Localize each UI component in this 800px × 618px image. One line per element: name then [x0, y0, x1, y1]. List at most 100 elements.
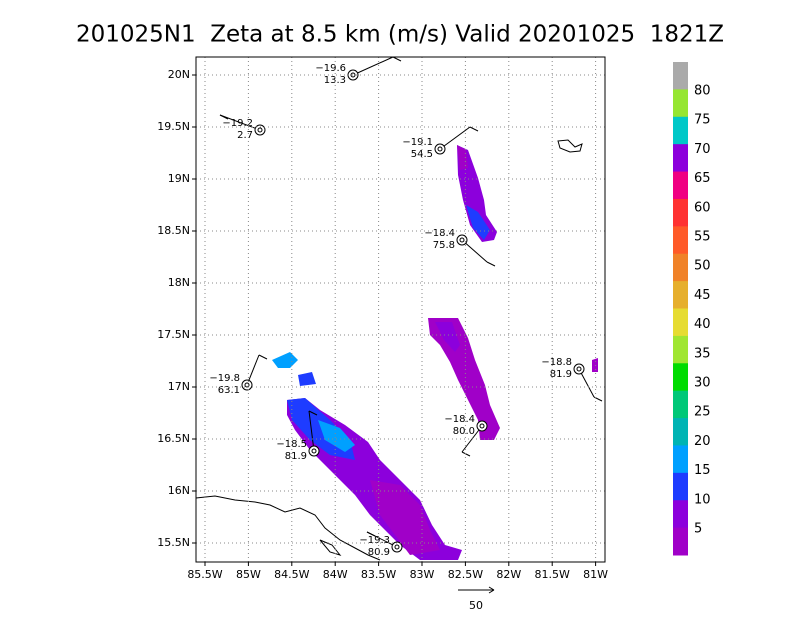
colorbar-swatch [673, 500, 688, 529]
colorbar-swatch [673, 445, 688, 474]
station-dot [437, 146, 443, 152]
colorbar-label: 25 [694, 405, 711, 420]
station-top-label: −19.6 [315, 63, 346, 74]
wind-barb-flag [366, 531, 376, 537]
station-bottom-label: 81.9 [285, 451, 307, 462]
field-area [272, 352, 298, 368]
y-tick-label: 16.5N [157, 432, 190, 445]
wind-barb-flag [469, 126, 479, 132]
y-tick-label: 17N [168, 380, 190, 393]
y-tick-label: 18N [168, 276, 190, 289]
station-bottom-label: 81.9 [550, 369, 572, 380]
x-tick-label: 84W [323, 568, 348, 581]
title: 201025N1 Zeta at 8.5 km (m/s) Valid 2020… [76, 22, 724, 48]
station-top-label: −18.4 [424, 228, 455, 239]
colorbar-swatch [673, 89, 688, 118]
wind-barb-flag [392, 56, 402, 62]
station-bottom-label: 75.8 [433, 240, 455, 251]
shaded-fields [272, 145, 598, 560]
station-dot [459, 237, 465, 243]
colorbar-label: 5 [694, 522, 702, 537]
field-area [298, 372, 316, 386]
station-dot [257, 127, 263, 133]
y-tick-label: 17.5N [157, 328, 190, 341]
y-tick-label: 16N [168, 484, 190, 497]
colorbar-swatch [673, 527, 688, 556]
field-area [457, 145, 468, 170]
station-dot [244, 382, 250, 388]
colorbar-label: 10 [694, 492, 711, 507]
x-tick-label: 83W [410, 568, 435, 581]
colorbar-swatch [673, 418, 688, 446]
station-dot [479, 423, 485, 429]
y-tick-label: 20N [168, 68, 190, 81]
colorbar-label: 55 [694, 230, 711, 245]
station-dot [394, 544, 400, 550]
station-top-label: −19.8 [209, 373, 240, 384]
colorbar-label: 70 [694, 142, 711, 157]
wind-barb-flag [308, 410, 318, 416]
station-bottom-label: 54.5 [411, 149, 433, 160]
station-bottom-label: 80.0 [453, 426, 475, 437]
plot-frame [195, 56, 606, 563]
colorbar-swatch [673, 308, 688, 337]
field-area [318, 420, 355, 452]
colorbar-label: 35 [694, 346, 711, 361]
y-tick-label: 19.5N [157, 120, 190, 133]
field-area [457, 145, 497, 242]
colorbar-swatch [673, 198, 688, 227]
field-area [370, 480, 440, 555]
wind-barb [308, 410, 315, 452]
station-bottom-label: 13.3 [324, 75, 346, 86]
station-ring [241, 379, 253, 391]
colorbar-swatch [673, 335, 688, 364]
coastline [557, 139, 583, 153]
station-bottom-label: 2.7 [237, 130, 253, 141]
wind-barb-flag [258, 354, 268, 360]
colorbar-swatch [673, 253, 688, 282]
station-dot [576, 366, 582, 372]
station-ring [434, 143, 446, 155]
station-top-label: −19.2 [222, 118, 253, 129]
wind-barb-flag [461, 451, 471, 457]
station-bottom-label: 63.1 [218, 385, 240, 396]
colorbar-label: 60 [694, 200, 711, 215]
x-tick-label: 83.5W [361, 568, 396, 581]
coastline [195, 495, 381, 561]
colorbar-swatch [673, 62, 688, 90]
wind-barb [439, 126, 471, 150]
x-tick-label: 81W [583, 568, 608, 581]
colorbar-label: 80 [694, 84, 711, 99]
station-bottom-label: 80.9 [368, 547, 390, 558]
reference-arrow-head [488, 586, 495, 594]
wind-barb [352, 56, 394, 76]
colorbar-label: 65 [694, 171, 711, 186]
colorbar-swatch [673, 144, 688, 173]
x-tick-label: 82W [496, 568, 521, 581]
x-tick-label: 81.5W [535, 568, 570, 581]
wind-barb-flag [219, 114, 229, 120]
station-ring [254, 124, 266, 136]
station-top-label: −18.8 [541, 357, 572, 368]
colorbar-label: 30 [694, 376, 711, 391]
station-ring [308, 445, 320, 457]
colorbar-label: 15 [694, 463, 711, 478]
colorbar-label: 40 [694, 317, 711, 332]
x-tick-label: 85.5W [187, 568, 222, 581]
colorbar-swatch [673, 226, 688, 255]
colorbar-label: 50 [694, 259, 711, 274]
colorbar-swatch [673, 281, 688, 309]
colorbar-label: 20 [694, 434, 711, 449]
station-top-label: −18.4 [444, 414, 475, 425]
colorbar-label: 45 [694, 288, 711, 303]
station-top-label: −19.3 [359, 535, 390, 546]
field-area [428, 318, 500, 440]
station-dot [350, 72, 356, 78]
y-tick-label: 15.5N [157, 536, 190, 549]
station-ring [573, 363, 585, 375]
colorbar-swatch [673, 472, 688, 501]
wind-barb-flag [486, 261, 496, 267]
y-tick-label: 18.5N [157, 224, 190, 237]
wind-barb [461, 239, 488, 263]
